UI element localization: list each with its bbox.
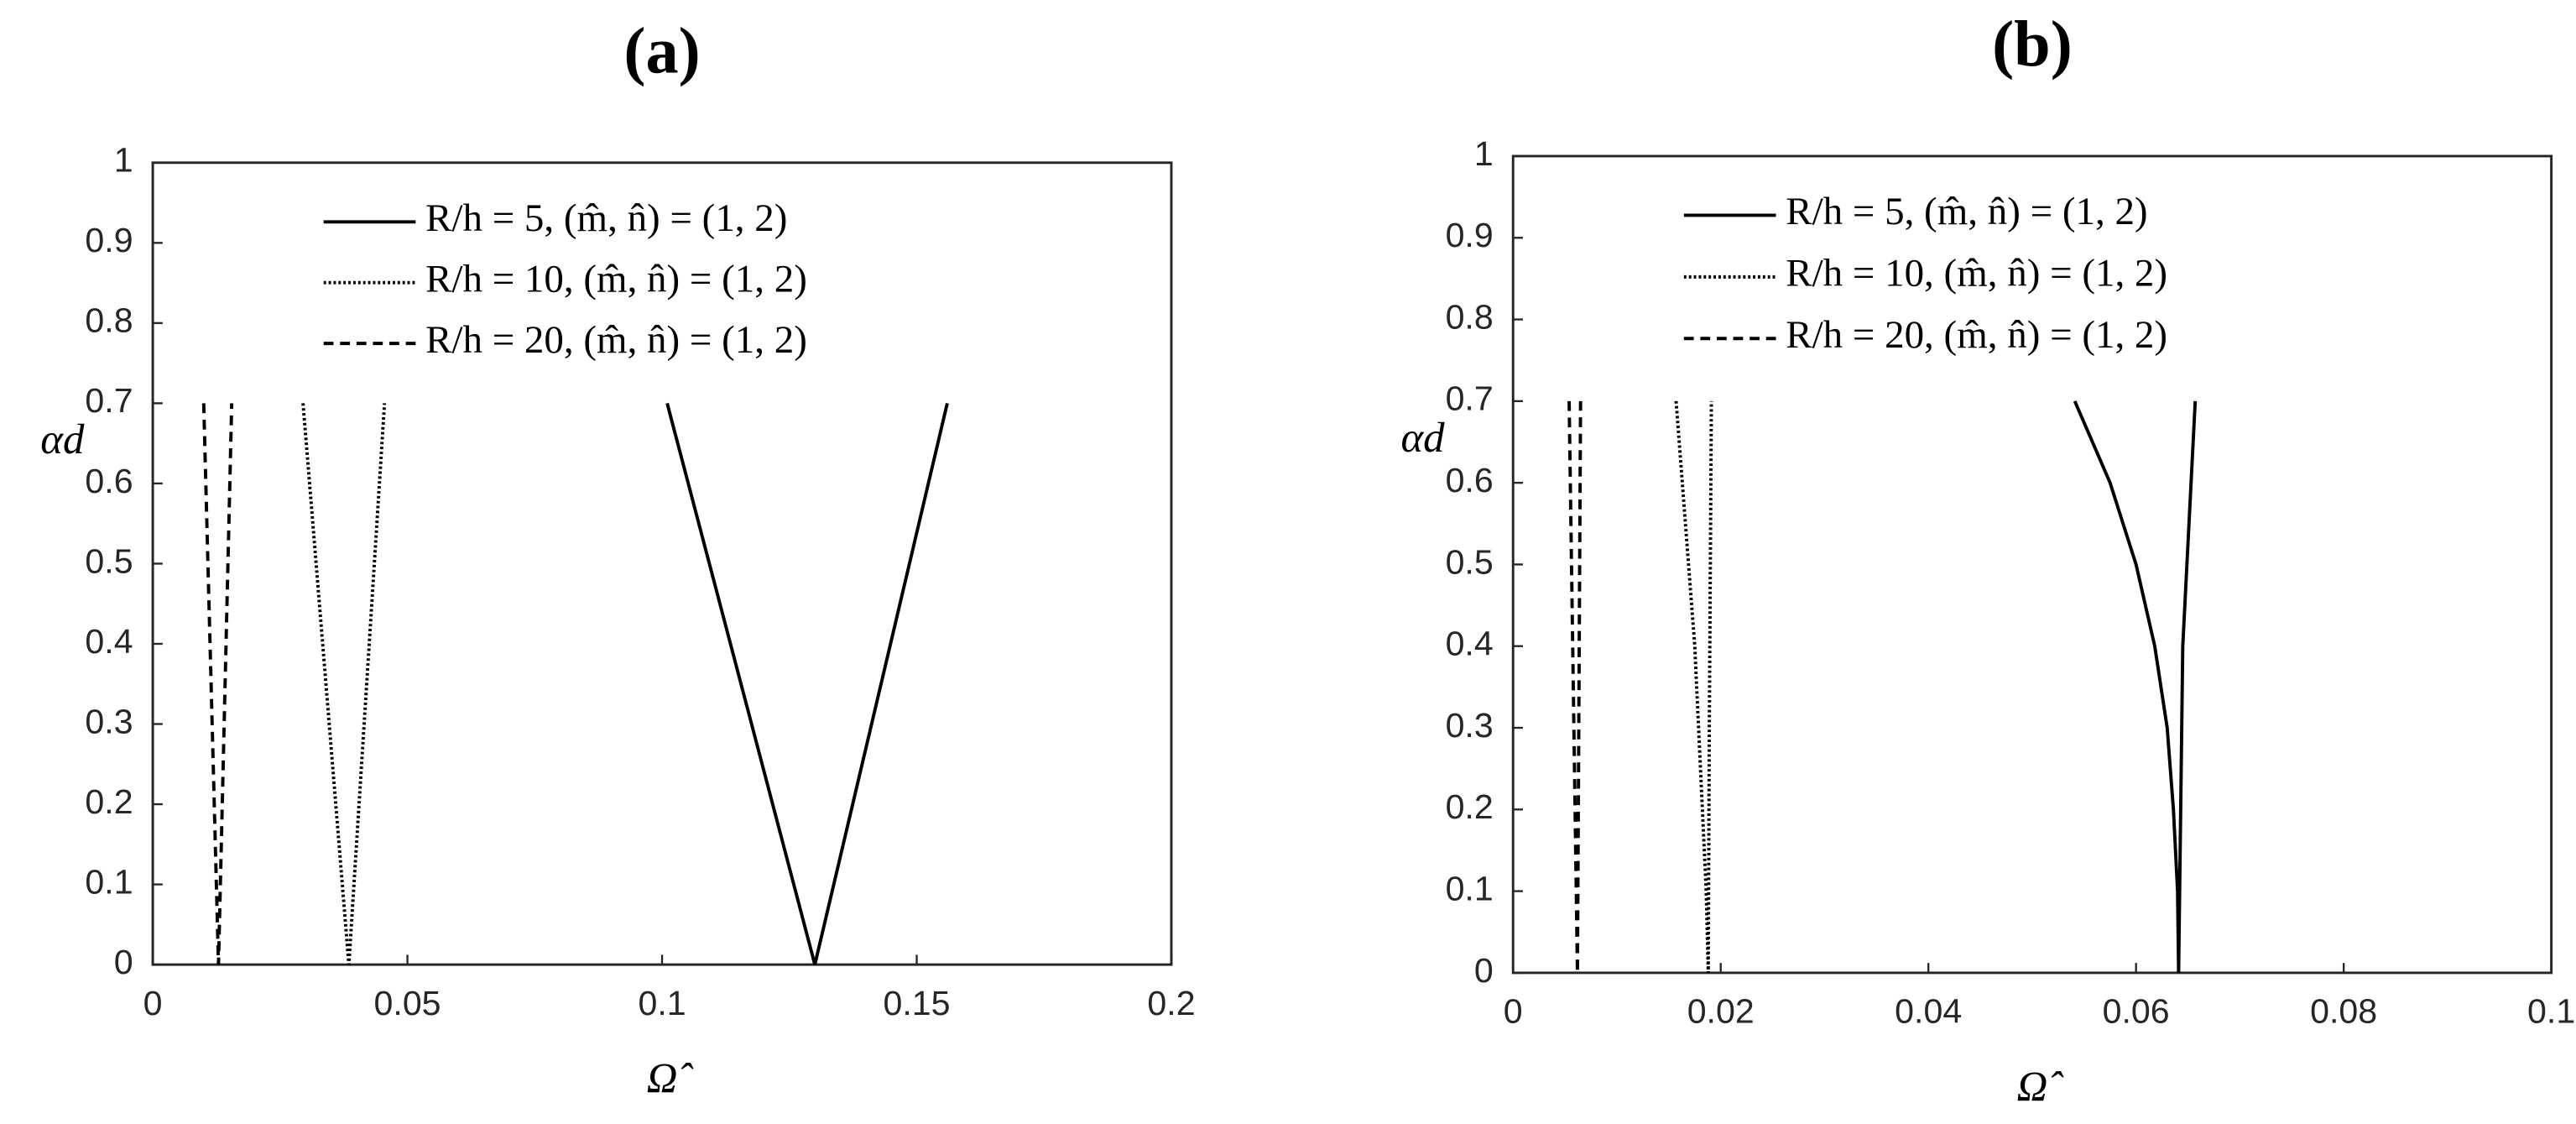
legend-label: R/h = 5, (m̂, n̂) = (1, 2): [1786, 190, 2147, 233]
y-tick-label: 0.3: [85, 702, 133, 740]
x-tick-label: 0.2: [1147, 984, 1195, 1022]
y-tick-label: 1: [1474, 134, 1494, 173]
y-tick-label: 0.4: [85, 622, 133, 661]
data-line: [1674, 400, 1713, 973]
x-tick-label: 0.08: [2310, 992, 2377, 1031]
chart-title: (b): [1992, 8, 2073, 81]
y-tick-label: 0.6: [1446, 461, 1494, 499]
data-line: [665, 402, 949, 965]
y-tick-label: 0.7: [1446, 379, 1494, 418]
x-tick-label: 0.05: [374, 984, 441, 1022]
x-tick-label: 0.15: [884, 984, 951, 1022]
y-axis-label: αd: [1400, 415, 1445, 462]
y-tick-label: 0.2: [85, 782, 133, 821]
y-tick-label: 0: [114, 943, 133, 981]
y-tick-label: 0.5: [1446, 542, 1494, 581]
data-line: [201, 403, 234, 965]
x-axis-label: Ω̂: [647, 1056, 695, 1103]
legend-label: R/h = 20, (m̂, n̂) = (1, 2): [425, 318, 807, 362]
x-tick-label: 0: [1504, 992, 1523, 1031]
y-tick-label: 0.1: [85, 862, 133, 901]
x-tick-label: 0.04: [1895, 992, 1962, 1031]
y-tick-label: 0.9: [85, 221, 133, 259]
y-tick-label: 1: [114, 141, 133, 180]
data-line: [1567, 400, 1583, 973]
y-tick-label: 0.5: [85, 541, 133, 580]
data-line: [301, 403, 387, 965]
x-tick-label: 0: [143, 984, 163, 1022]
y-tick-label: 0.9: [1446, 216, 1494, 254]
y-axis-label: αd: [40, 416, 85, 463]
y-tick-label: 0.6: [85, 462, 133, 500]
y-tick-label: 0.1: [1446, 869, 1494, 907]
legend-label: R/h = 10, (m̂, n̂) = (1, 2): [425, 257, 807, 301]
x-tick-label: 0.06: [2103, 992, 2170, 1031]
y-tick-label: 0.2: [1446, 787, 1494, 826]
y-tick-label: 0: [1474, 951, 1494, 990]
y-tick-label: 0.8: [1446, 297, 1494, 336]
data-line: [2073, 400, 2198, 973]
legend-label: R/h = 10, (m̂, n̂) = (1, 2): [1786, 252, 2167, 295]
legend-label: R/h = 20, (m̂, n̂) = (1, 2): [1786, 313, 2167, 357]
y-tick-label: 0.4: [1446, 625, 1494, 663]
x-tick-label: 0.02: [1687, 992, 1755, 1031]
legend-label: R/h = 5, (m̂, n̂) = (1, 2): [425, 196, 787, 240]
chart-title: (a): [623, 13, 700, 86]
y-tick-label: 0.8: [85, 301, 133, 340]
x-tick-label: 0.1: [638, 984, 686, 1022]
y-tick-label: 0.3: [1446, 706, 1494, 745]
y-tick-label: 0.7: [85, 381, 133, 420]
x-tick-label: 0.1: [2527, 992, 2575, 1031]
x-axis-label: Ω̂: [2017, 1064, 2065, 1111]
